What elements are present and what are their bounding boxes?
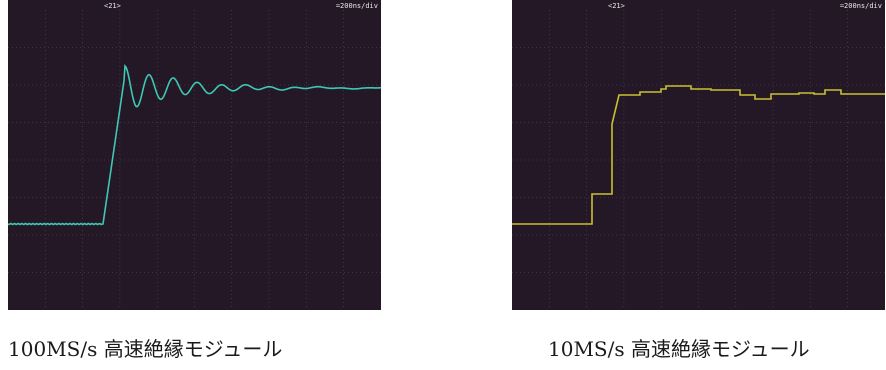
caption-100ms-module: 100MS/s 高速絶縁モジュール: [8, 337, 283, 361]
timebase-label: =200ns/div: [335, 2, 378, 10]
waveform-plot-100ms: [8, 10, 381, 310]
caption-10ms-module: 10MS/s 高速絶縁モジュール: [548, 337, 810, 361]
signal-trace-100ms: [8, 63, 381, 226]
waveform-display-100ms: <21> =200ns/div: [8, 0, 381, 310]
waveform-plot-10ms: [512, 10, 885, 310]
graticule: [512, 10, 885, 310]
channel-label: <21>: [104, 2, 121, 10]
channel-label: <21>: [608, 2, 625, 10]
waveform-display-10ms: <21> =200ns/div: [512, 0, 885, 310]
signal-trace-10ms: [512, 85, 885, 225]
timebase-label: =200ns/div: [839, 2, 882, 10]
graticule: [8, 10, 381, 310]
